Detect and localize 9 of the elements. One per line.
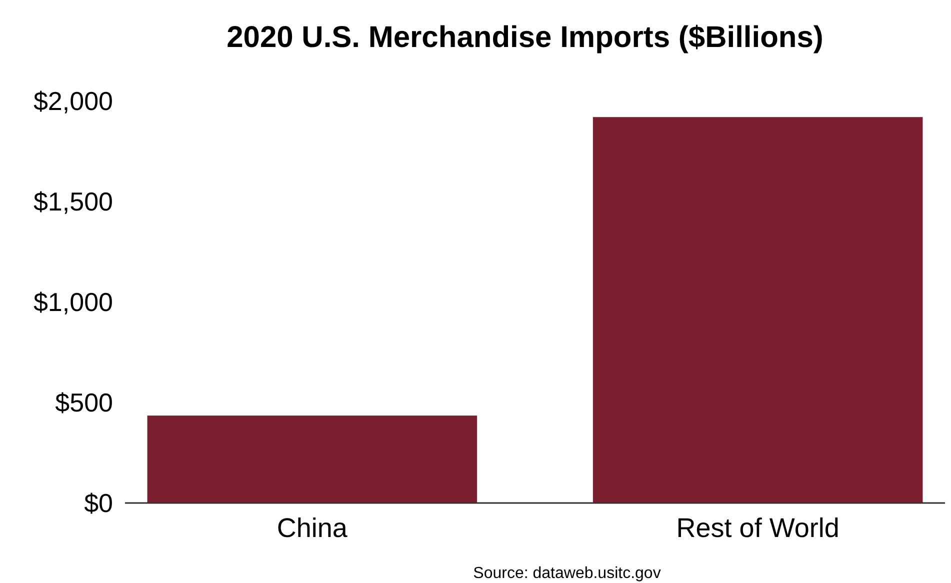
y-tick-label: $2,000 xyxy=(33,86,113,116)
y-tick-label: $0 xyxy=(84,488,113,518)
y-tick-label: $500 xyxy=(55,388,113,418)
y-tick-label: $1,000 xyxy=(33,287,113,318)
chart-title: 2020 U.S. Merchandise Imports ($Billions) xyxy=(226,21,824,54)
source-note: Source: dataweb.usitc.gov xyxy=(473,565,661,582)
y-tick-label: $1,500 xyxy=(33,186,113,217)
x-tick-label: Rest of World xyxy=(676,513,840,543)
x-tick-label: China xyxy=(276,513,348,543)
